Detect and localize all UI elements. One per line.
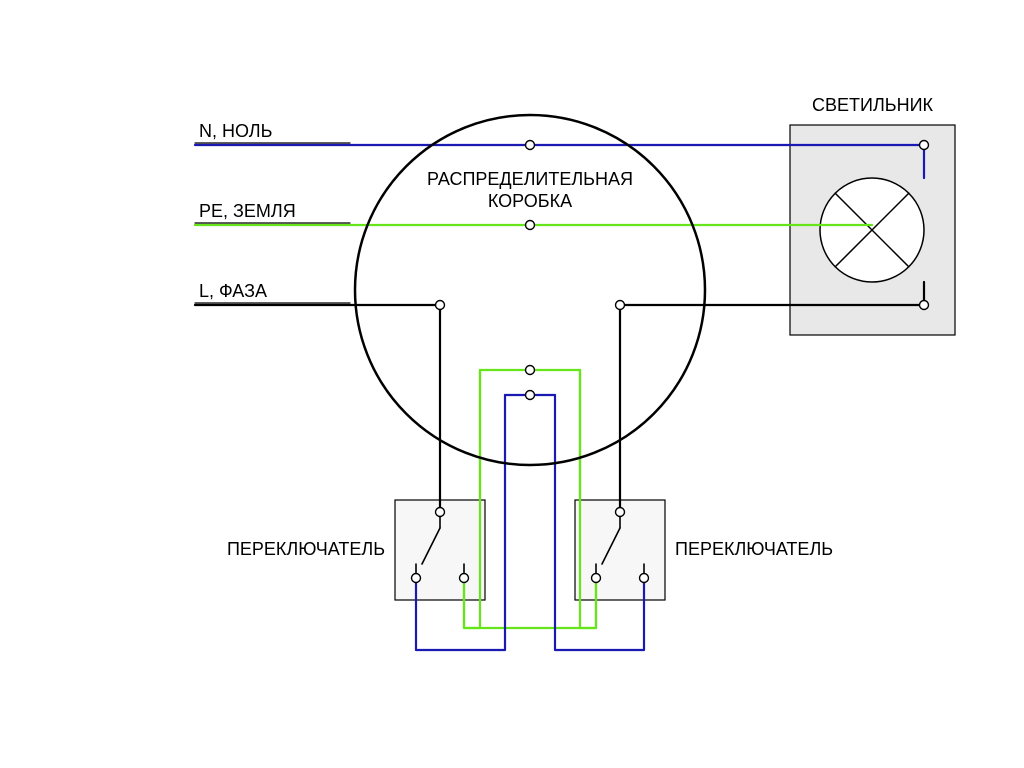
label-neutral: N, НОЛЬ	[199, 121, 272, 141]
label-junction-box-1: РАСПРЕДЕЛИТЕЛЬНАЯ	[427, 169, 633, 189]
label-junction-box-2: КОРОБКА	[488, 191, 572, 211]
lamp-fixture	[790, 125, 955, 335]
label-phase: L, ФАЗА	[199, 281, 267, 301]
label-switch-right: ПЕРЕКЛЮЧАТЕЛЬ	[675, 539, 833, 559]
label-ground: PE, ЗЕМЛЯ	[199, 201, 296, 221]
label-lamp: СВЕТИЛЬНИК	[812, 95, 934, 115]
label-switch-left: ПЕРЕКЛЮЧАТЕЛЬ	[227, 539, 385, 559]
